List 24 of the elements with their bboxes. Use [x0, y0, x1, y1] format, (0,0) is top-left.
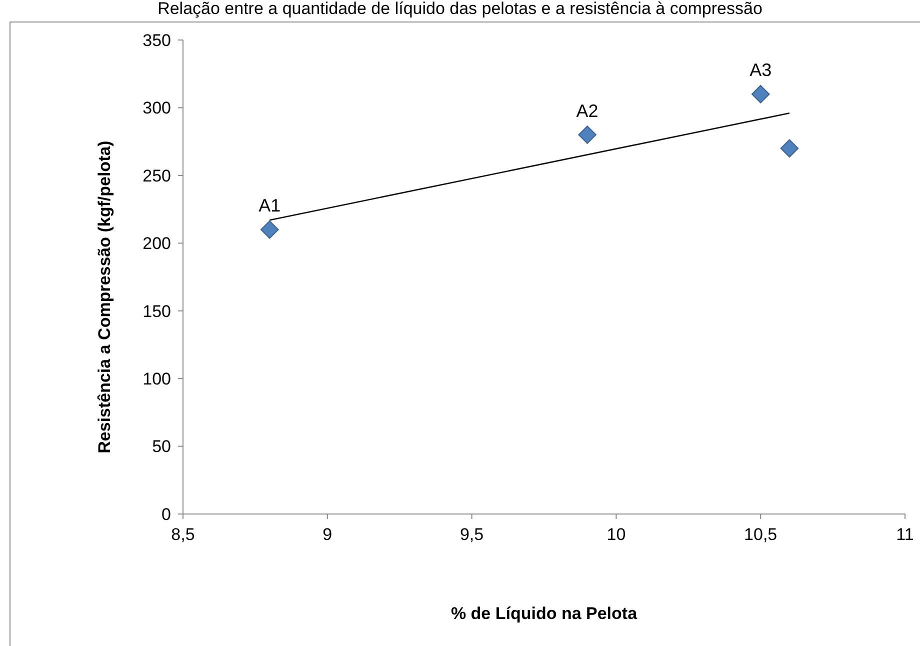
y-tick-label: 150: [142, 302, 171, 321]
point: [260, 220, 279, 239]
x-tick-label: 10,5: [744, 525, 778, 544]
x-tick-label: 10: [606, 525, 626, 544]
x-tick-label: 9: [322, 525, 332, 544]
point: [780, 139, 799, 158]
y-tick-label: 300: [142, 98, 171, 118]
y-axis-title: Resistência a Compressão (kgf/pelota): [95, 140, 114, 454]
y-tick-label: 50: [152, 437, 171, 456]
annotation: A1: [258, 196, 281, 216]
x-axis-title: % de Líquido na Pelota: [450, 604, 638, 623]
y-tick-label: 350: [142, 30, 171, 50]
annotation: A3: [750, 60, 772, 80]
x-tick-label: 11: [896, 525, 914, 544]
chart-title: Relação entre a quantidade de líquido das pelotas e a resistência à compressão: [158, 0, 762, 18]
y-tick-label: 100: [142, 370, 171, 389]
y-tick-label: 250: [142, 166, 171, 186]
y-tick-label: 0: [162, 504, 171, 524]
y-tick-label: 200: [142, 234, 171, 254]
annotation: A2: [576, 100, 598, 121]
x-tick-label: 8,5: [171, 525, 195, 544]
x-tick-label: 9,5: [460, 525, 484, 544]
point: [751, 85, 770, 104]
point: [578, 126, 596, 144]
